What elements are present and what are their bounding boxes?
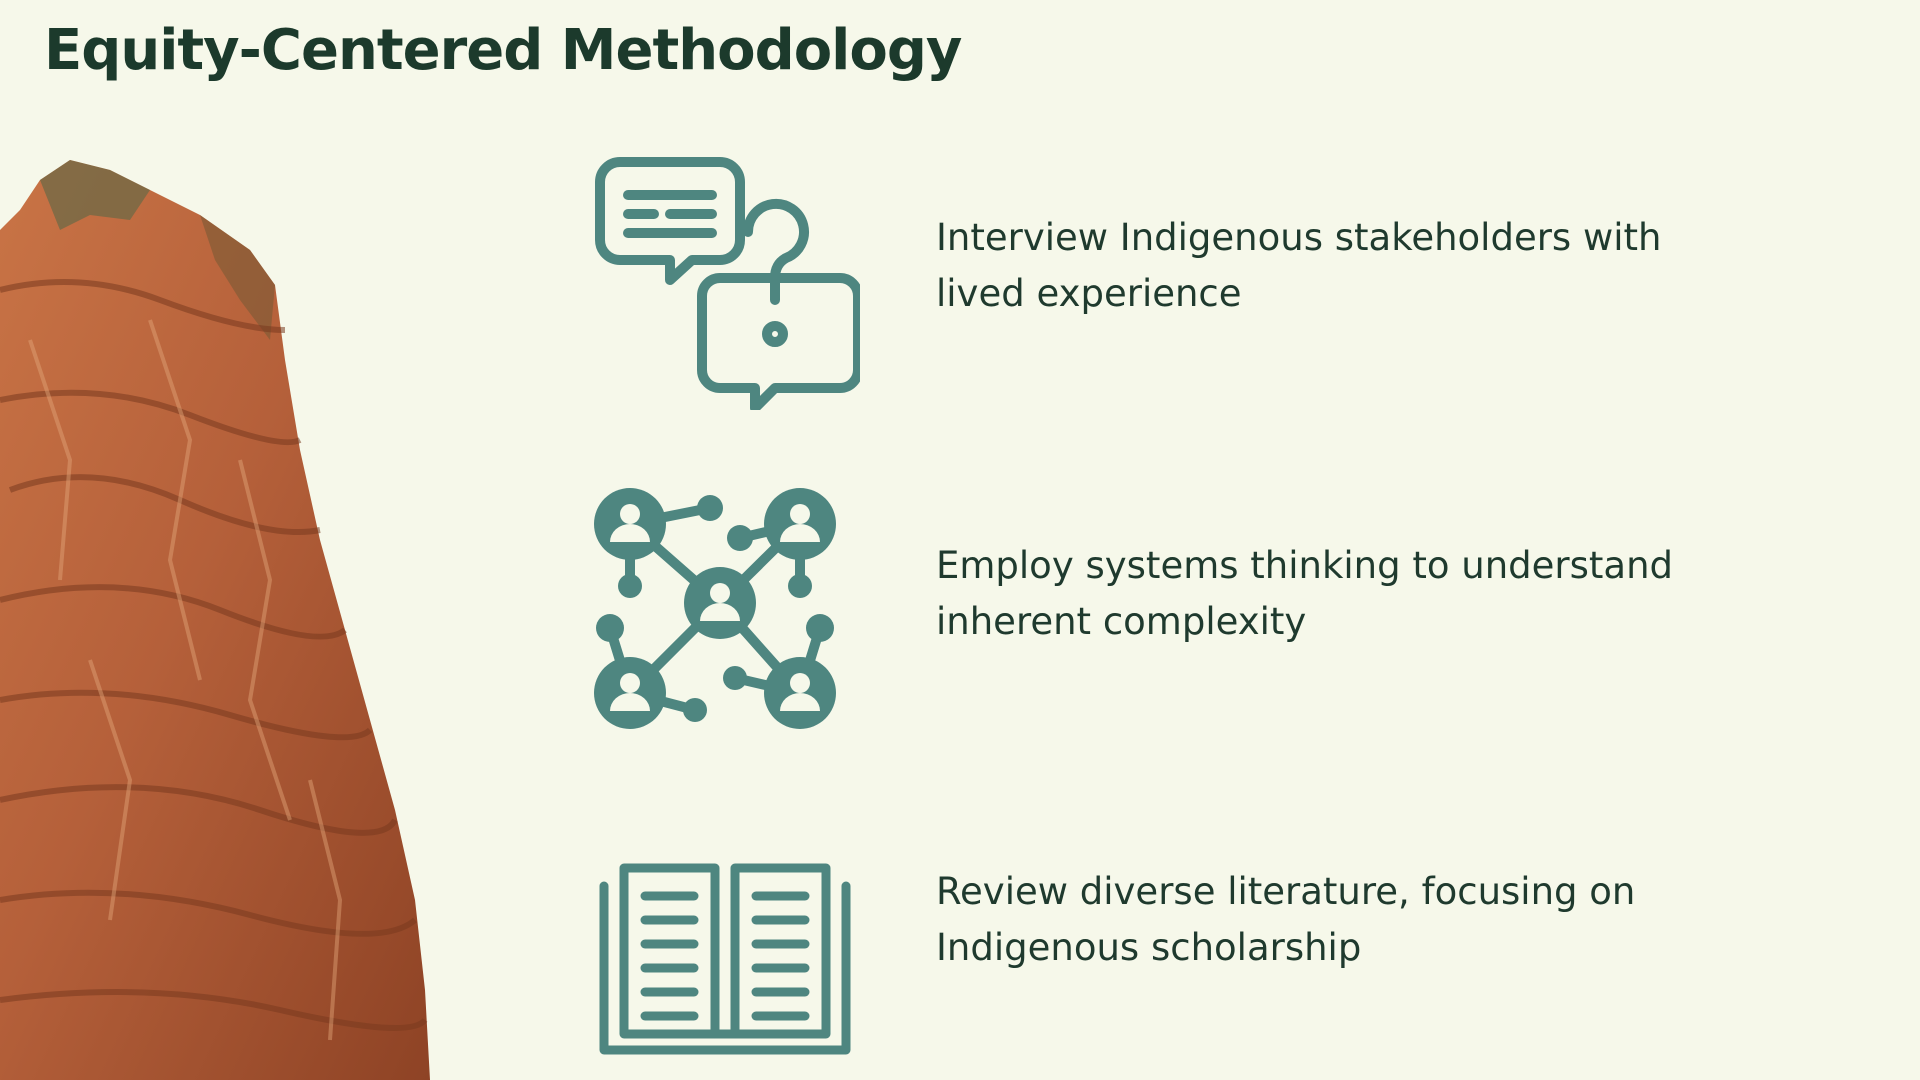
speech-bubbles-question-icon <box>590 150 860 410</box>
open-book-icon <box>590 826 860 1080</box>
rock-cliff-image <box>0 160 440 1080</box>
people-network-icon <box>590 478 860 738</box>
point-text-interview: Interview Indigenous stakeholders with l… <box>936 216 1662 315</box>
slide-title: Equity-Centered Methodology <box>44 18 962 83</box>
point-text-systems: Employ systems thinking to understand in… <box>936 544 1674 643</box>
point-text-literature: Review diverse literature, focusing on I… <box>936 870 1636 969</box>
